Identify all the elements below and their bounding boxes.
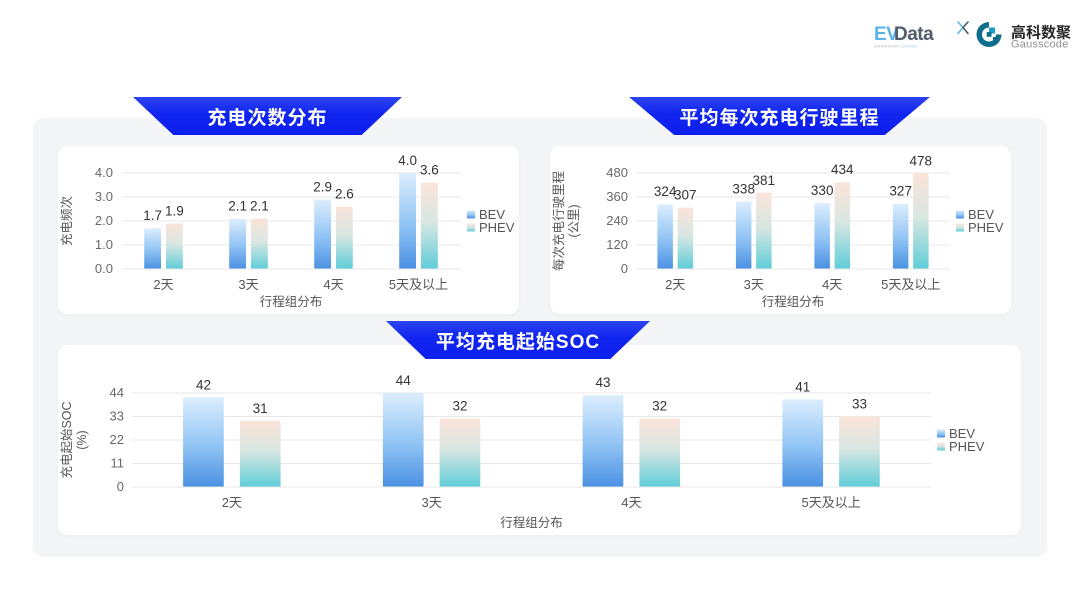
svg-text:330: 330	[811, 183, 834, 198]
svg-text:381: 381	[753, 173, 776, 188]
svg-text:行程组分布: 行程组分布	[500, 515, 563, 530]
svg-text:2.1: 2.1	[250, 199, 269, 214]
svg-text:行程组分布: 行程组分布	[762, 294, 825, 309]
svg-text:3天: 3天	[744, 277, 764, 292]
svg-text:4天: 4天	[822, 277, 842, 292]
svg-text:32: 32	[652, 399, 667, 414]
svg-text:充电频次: 充电频次	[59, 196, 74, 246]
svg-text:307: 307	[674, 188, 697, 203]
svg-text:5天及以上: 5天及以上	[389, 277, 448, 292]
svg-text:5天及以上: 5天及以上	[881, 277, 940, 292]
svg-text:31: 31	[253, 401, 268, 416]
svg-text:充电起始SOC: 充电起始SOC	[59, 401, 74, 478]
svg-text:2.1: 2.1	[228, 199, 247, 214]
svg-text:4天: 4天	[621, 495, 641, 510]
svg-text:0: 0	[117, 479, 124, 494]
svg-text:3天: 3天	[238, 277, 258, 292]
svg-text:41: 41	[795, 379, 810, 394]
svg-text:32: 32	[452, 399, 467, 414]
svg-text:22: 22	[110, 432, 124, 447]
svg-text:4.0: 4.0	[95, 165, 113, 180]
svg-text:SHANGHAI CHINA: SHANGHAI CHINA	[874, 44, 917, 49]
svg-text:327: 327	[889, 184, 912, 199]
svg-text:Data: Data	[894, 24, 934, 45]
svg-text:4天: 4天	[323, 277, 343, 292]
svg-text:44: 44	[110, 385, 124, 400]
svg-text:3.6: 3.6	[420, 163, 439, 178]
svg-text:2.9: 2.9	[313, 179, 332, 194]
svg-text:11: 11	[111, 456, 125, 471]
svg-text:360: 360	[606, 189, 628, 204]
svg-text:(%): (%)	[75, 430, 89, 449]
svg-text:2.6: 2.6	[335, 187, 354, 202]
svg-text:44: 44	[396, 373, 412, 388]
svg-text:(公里): (公里)	[567, 204, 581, 237]
svg-text:478: 478	[910, 153, 933, 168]
svg-text:3天: 3天	[421, 495, 441, 510]
svg-text:1.7: 1.7	[143, 208, 162, 223]
svg-text:0: 0	[621, 261, 628, 276]
svg-text:1.0: 1.0	[95, 237, 113, 252]
svg-text:行程组分布: 行程组分布	[260, 294, 323, 309]
svg-text:33: 33	[852, 397, 867, 412]
svg-text:120: 120	[606, 237, 628, 252]
svg-text:1.9: 1.9	[165, 203, 184, 218]
svg-text:33: 33	[110, 409, 124, 424]
svg-text:PHEV: PHEV	[949, 439, 985, 454]
svg-text:4.0: 4.0	[398, 153, 417, 168]
svg-text:PHEV: PHEV	[479, 220, 515, 235]
svg-text:434: 434	[831, 162, 854, 177]
svg-text:2.0: 2.0	[95, 213, 113, 228]
svg-text:2天: 2天	[222, 495, 242, 510]
svg-text:240: 240	[606, 213, 628, 228]
svg-text:480: 480	[606, 165, 628, 180]
svg-text:每次充电行驶里程: 每次充电行驶里程	[551, 171, 566, 272]
svg-text:43: 43	[595, 375, 610, 390]
svg-text:Gausscode: Gausscode	[1011, 39, 1068, 51]
svg-text:5天及以上: 5天及以上	[801, 495, 860, 510]
svg-text:PHEV: PHEV	[968, 220, 1004, 235]
svg-text:2天: 2天	[665, 277, 685, 292]
svg-text:2天: 2天	[153, 277, 173, 292]
svg-text:3.0: 3.0	[95, 189, 113, 204]
svg-text:42: 42	[196, 377, 211, 392]
svg-text:0.0: 0.0	[95, 261, 113, 276]
